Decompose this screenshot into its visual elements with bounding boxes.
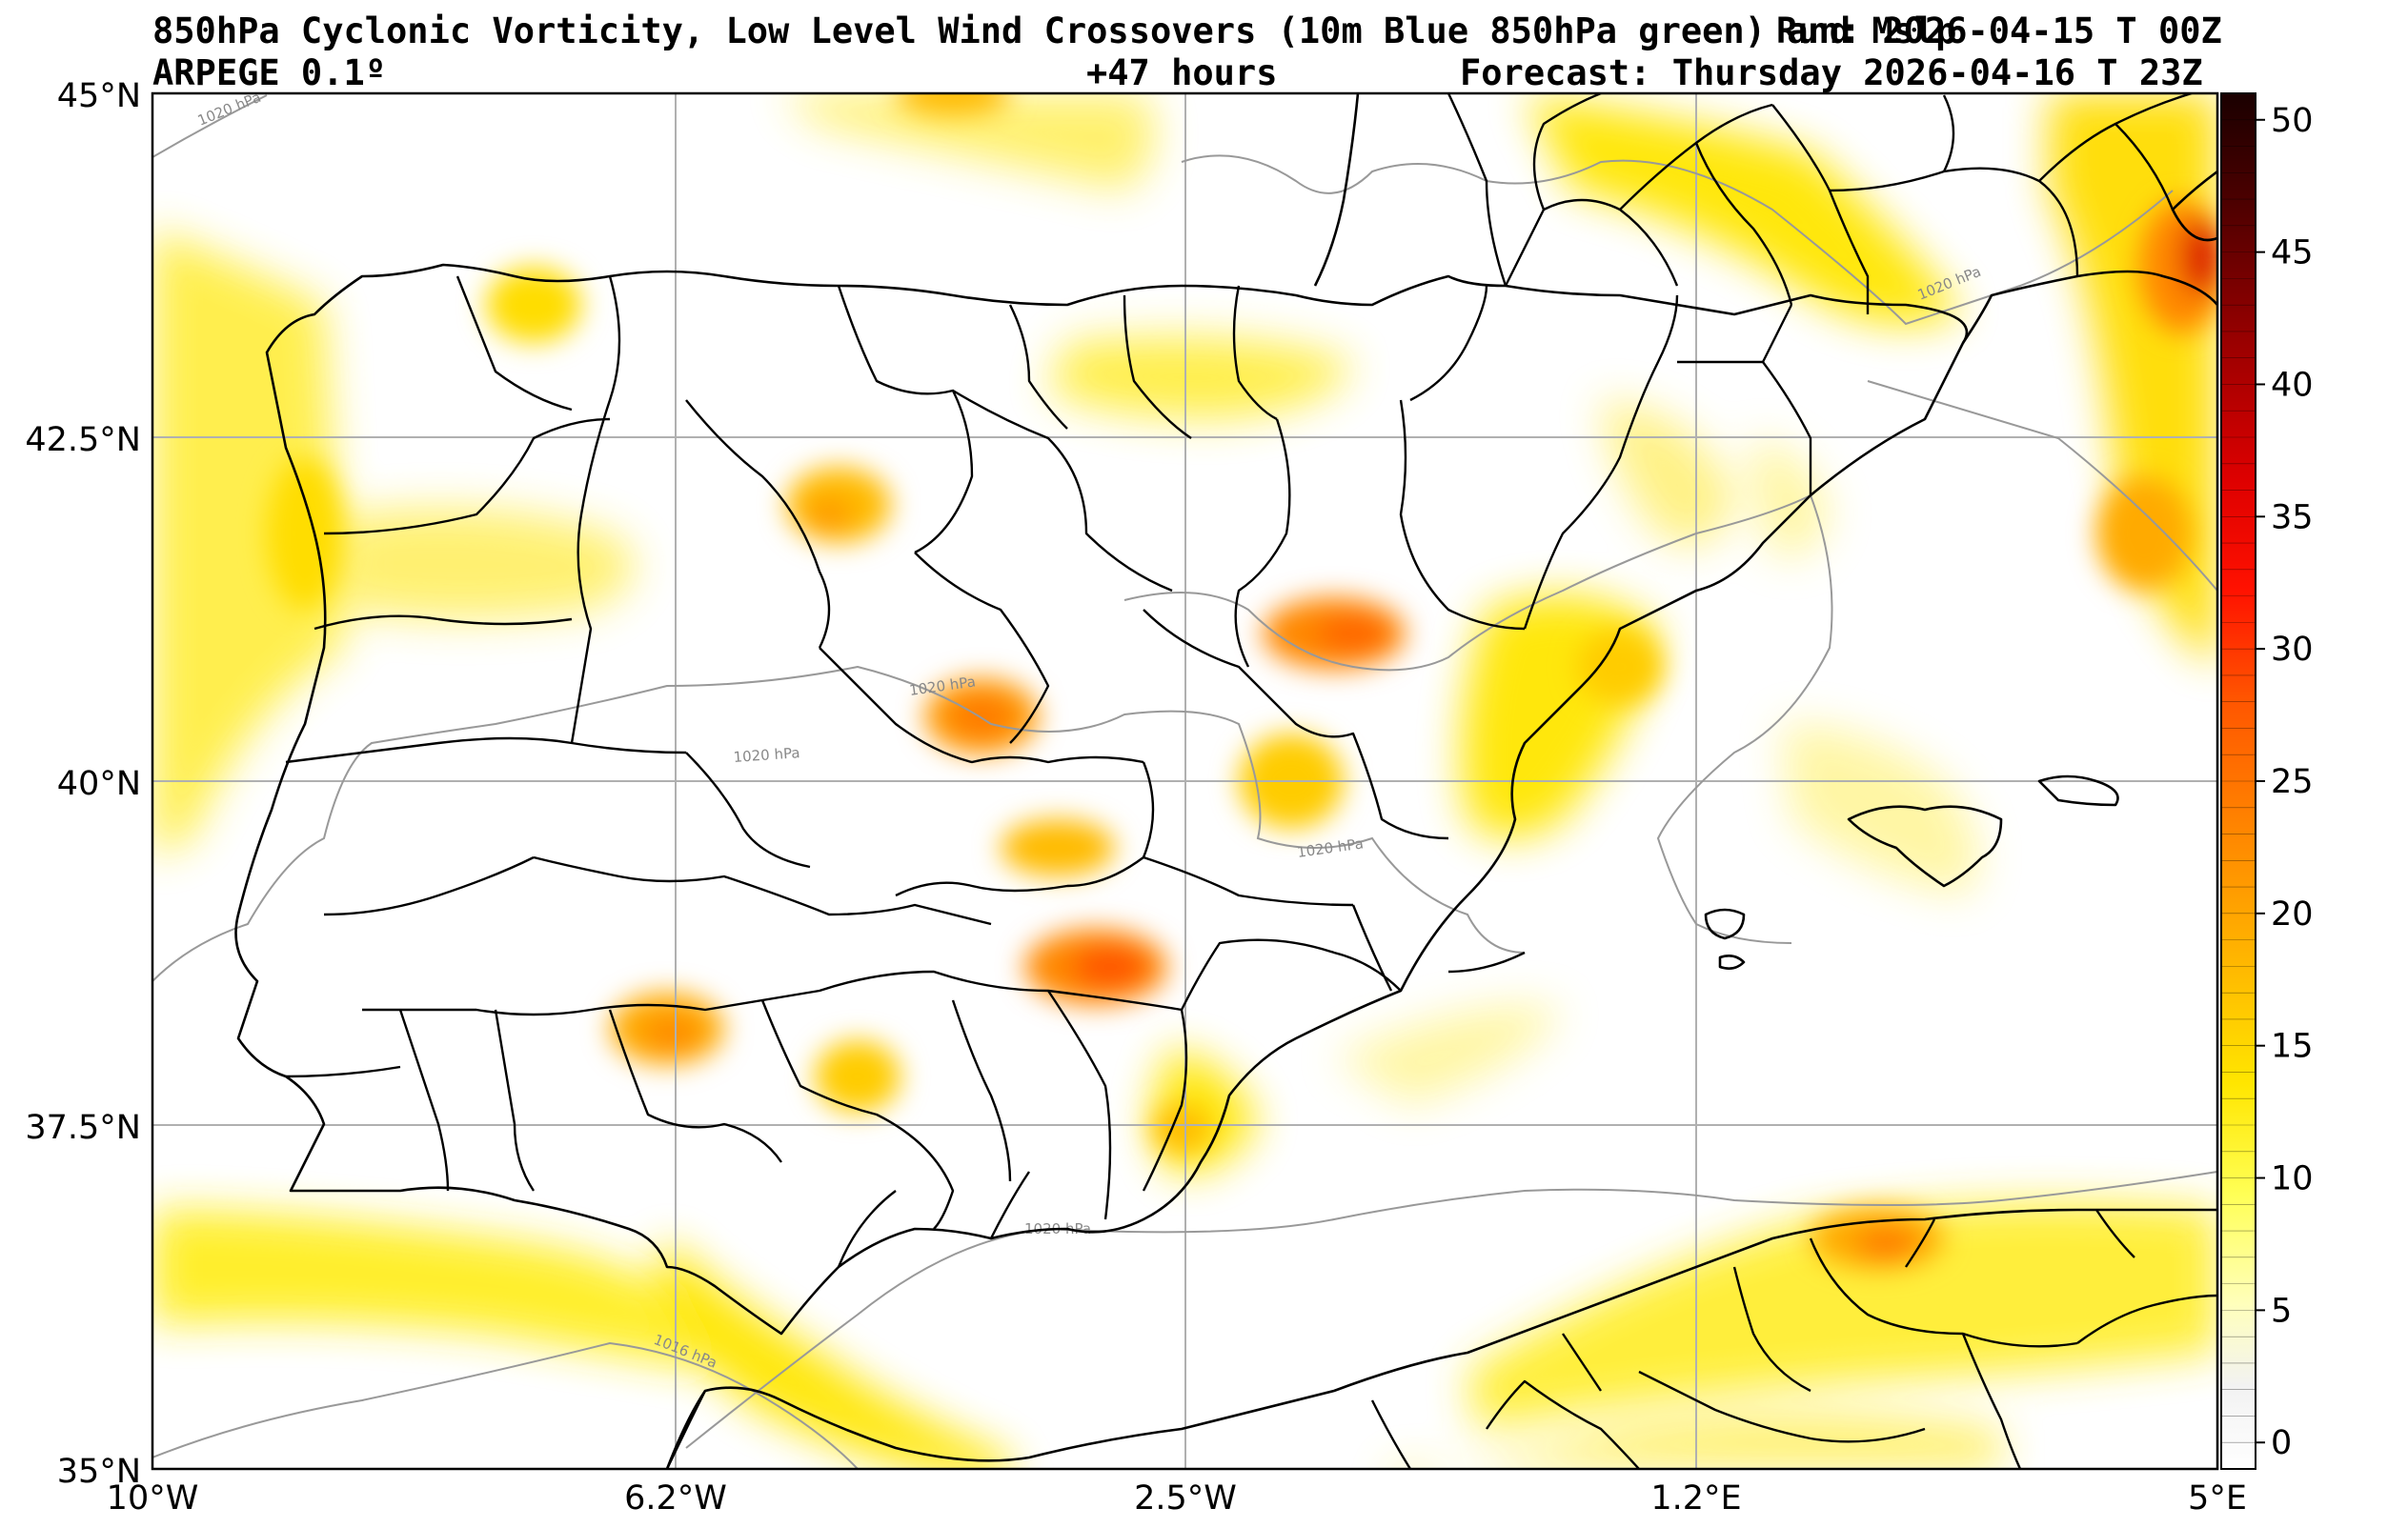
gridlines	[152, 93, 2217, 1469]
colorbar-tick-label: 25	[2271, 763, 2314, 801]
lat-label-45: 45°N	[57, 77, 141, 115]
forecast-time: Forecast: Thursday 2026-04-16 T 23Z	[1460, 52, 2203, 93]
lat-label-40: 40°N	[57, 765, 141, 803]
lat-label-42-5: 42.5°N	[25, 421, 141, 459]
colorbar-level-lines	[2221, 119, 2256, 1443]
colorbar: 0 5 10 15 20 25 30 35 40 45 50	[2220, 92, 2314, 1470]
map-title: 850hPa Cyclonic Vorticity, Low Level Win…	[152, 10, 1957, 51]
colorbar-tick-label: 15	[2271, 1028, 2314, 1066]
menorca	[2037, 774, 2119, 807]
plot-frame	[151, 91, 2219, 1471]
iberia-coastline	[234, 263, 1969, 1336]
lon-label-2-5w: 2.5°W	[1134, 1479, 1237, 1518]
colorbar-tick-label: 35	[2271, 498, 2314, 536]
colorbar-ticks: 0 5 10 15 20 25 30 35 40 45 50	[2256, 102, 2314, 1462]
colorbar-tick-label: 45	[2271, 234, 2314, 272]
lon-label-10w: 10°W	[107, 1479, 199, 1518]
vorticity-field	[152, 93, 2217, 1469]
colorbar-tick-label: 20	[2271, 895, 2314, 934]
mallorca	[1847, 805, 2003, 888]
ibiza	[1704, 908, 1746, 940]
x-axis-labels: 10°W 6.2°W 2.5°W 1.2°E 5°E	[107, 1479, 2247, 1518]
run-time: Run: 2026-04-15 T 00Z	[1776, 10, 2222, 51]
lat-label-37-5: 37.5°N	[25, 1109, 141, 1147]
africa-coastline	[665, 1208, 2217, 1469]
lon-label-5e: 5°E	[2188, 1479, 2247, 1518]
coastlines-and-borders	[234, 93, 2217, 1469]
lon-label-1-2e: 1.2°E	[1650, 1479, 1741, 1518]
colorbar-tick-label: 50	[2271, 102, 2314, 140]
colorbar-tick-label: 10	[2271, 1160, 2314, 1198]
colorbar-tick-label: 0	[2271, 1424, 2292, 1462]
model-name: ARPEGE 0.1º	[152, 52, 387, 93]
lat-label-35: 35°N	[57, 1453, 141, 1491]
isobar-label: 1020 hPa	[733, 744, 800, 766]
colorbar-tick-label: 30	[2271, 631, 2314, 669]
lead-time: +47 hours	[1086, 52, 1278, 93]
lon-label-6-2w: 6.2°W	[624, 1479, 727, 1518]
colorbar-tick-label: 5	[2271, 1292, 2292, 1330]
colorbar-tick-label: 40	[2271, 366, 2314, 404]
y-axis-labels: 45°N 42.5°N 40°N 37.5°N 35°N	[25, 77, 141, 1491]
